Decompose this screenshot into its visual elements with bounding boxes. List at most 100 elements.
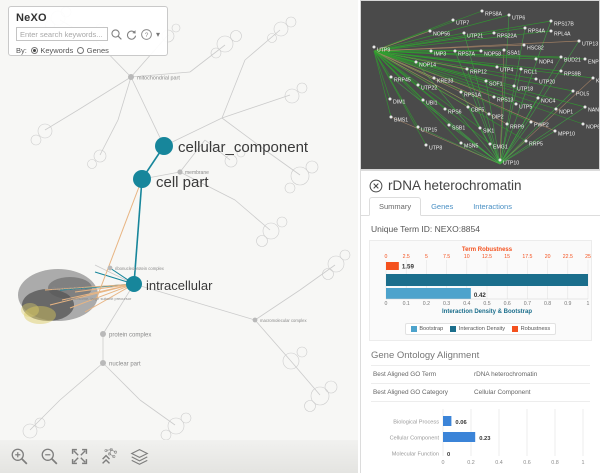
gene-label-utp22: UTP22 bbox=[421, 86, 437, 92]
gene-label-utp5: UTP5 bbox=[519, 105, 532, 111]
bottom-axis-tick: 0.3 bbox=[443, 301, 450, 307]
table-row: Best Aligned GO Category Cellular Compon… bbox=[371, 384, 590, 402]
node-intracellular[interactable] bbox=[126, 276, 142, 292]
search-row[interactable]: ? ▾ bbox=[16, 27, 160, 41]
help-icon[interactable]: ? bbox=[140, 28, 153, 41]
legend-swatch-robustness bbox=[512, 325, 519, 332]
gene-label-rrp5: RRP5 bbox=[529, 142, 543, 148]
go-bar-value: 0.23 bbox=[479, 436, 491, 442]
bottom-axis-tick: 0.6 bbox=[504, 301, 511, 307]
node-cell-part[interactable] bbox=[133, 170, 151, 188]
radio-keywords-dot[interactable] bbox=[30, 47, 38, 54]
layers-icon[interactable] bbox=[130, 447, 149, 466]
zoom-in-icon[interactable] bbox=[10, 447, 29, 466]
gene-label-nop1: NOP1 bbox=[559, 110, 573, 116]
gene-label-utp4: UTP4 bbox=[500, 68, 513, 74]
gene-label-nop56: NOP56 bbox=[433, 32, 450, 38]
gene-label-rps1a: RPS1A bbox=[464, 93, 482, 99]
gene-label-utp18: UTP18 bbox=[517, 87, 533, 93]
bottom-axis-label: Interaction Density & Bootstrap bbox=[442, 309, 532, 315]
network-graphic[interactable]: UTP9 RPS8A UTP6 UTP7 RPS17B NOP56 UTP21 RPS22A R… bbox=[361, 1, 599, 169]
gene-label-enp1: ENP1 bbox=[588, 60, 599, 66]
legend-label-bootstrap: Bootstrap bbox=[419, 325, 444, 332]
gene-label-ubi1: UBI1 bbox=[426, 101, 438, 107]
gene-label-sik1: SIK1 bbox=[483, 129, 494, 135]
bottom-axis-tick: 1 bbox=[587, 301, 590, 307]
gene-label-bms1: BMS1 bbox=[394, 118, 408, 124]
gene-label-ssb1: SSB1 bbox=[452, 126, 465, 132]
node-label-membrane: membrane bbox=[185, 170, 209, 176]
highlighted-nodes[interactable]: cellular_component cell part intracellul… bbox=[126, 137, 309, 293]
search-icon[interactable] bbox=[110, 28, 123, 41]
go-category-value: Cellular Component bbox=[474, 388, 531, 396]
gene-label-hsc82: HSC82 bbox=[527, 46, 544, 52]
gene-label-noc4: NOC4 bbox=[541, 99, 556, 105]
gene-label-utp6: UTP6 bbox=[512, 16, 525, 22]
node-label-intracellular: intracellular bbox=[146, 278, 213, 293]
gene-label-dim1: DIM1 bbox=[393, 100, 406, 106]
gene-label-utp21: UTP21 bbox=[467, 34, 483, 40]
top-axis-tick: 2.5 bbox=[403, 254, 410, 260]
top-axis-tick: 25 bbox=[585, 254, 591, 260]
network-nodes[interactable]: UTP9 RPS8A UTP6 UTP7 RPS17B NOP56 UTP21 RPS22A R… bbox=[372, 9, 600, 167]
gene-label-pol5: POL5 bbox=[576, 92, 589, 98]
gene-label-rps22a: RPS22A bbox=[497, 34, 517, 40]
gene-label-rps9b: RPS9B bbox=[564, 72, 582, 78]
go-alignment-title: Gene Ontology Alignment bbox=[371, 349, 480, 361]
bar-robustness bbox=[386, 261, 399, 270]
node-label-ribonucleoprotein-complex: ribonucleoprotein complex bbox=[115, 266, 165, 271]
table-row: Best Aligned GO Term rDNA heterochromati… bbox=[371, 366, 590, 384]
go-bar-cellular-component bbox=[443, 431, 476, 442]
go-category-label: Biological Process bbox=[393, 419, 439, 425]
robustness-chart-card: Term Robustness 0 2.5 5 7.5 10 12.5 15 17.5 20 22.… bbox=[369, 239, 592, 341]
search-input[interactable] bbox=[16, 27, 108, 41]
minor-nodes[interactable]: mitochondrial part membrane protein comp… bbox=[52, 74, 307, 368]
bottom-axis-tick: 0.7 bbox=[524, 301, 531, 307]
close-circle-icon[interactable] bbox=[369, 179, 383, 193]
top-axis-tick: 22.5 bbox=[563, 254, 573, 260]
gene-label-bud21: BUD21 bbox=[564, 58, 581, 64]
collapse-icon[interactable] bbox=[100, 447, 119, 466]
bottom-axis-tick: 0.4 bbox=[463, 301, 470, 307]
term-header: rDNA heterochromatin bbox=[361, 171, 600, 197]
go-category-label: Molecular Function bbox=[392, 451, 439, 457]
chart-title: Term Robustness bbox=[462, 247, 513, 253]
bar-value-robustness: 1.59 bbox=[402, 263, 415, 270]
gene-interaction-network[interactable]: UTP9 RPS8A UTP6 UTP7 RPS17B NOP56 UTP21 RPS22A R… bbox=[360, 0, 600, 170]
search-by-row[interactable]: By: Keywords Genes bbox=[16, 46, 160, 55]
caret-down-icon[interactable]: ▾ bbox=[155, 29, 160, 39]
gene-label-sof1: SOF1 bbox=[489, 82, 503, 88]
fit-screen-icon[interactable] bbox=[70, 447, 89, 466]
gene-label-rrp9: RRP9 bbox=[510, 125, 524, 131]
reset-icon[interactable] bbox=[125, 28, 138, 41]
node-label-cellular-component: cellular_component bbox=[178, 139, 309, 156]
gene-label-rrp45: RRP45 bbox=[394, 78, 411, 84]
gene-label-nop4: NOP4 bbox=[539, 60, 553, 66]
gene-label-nop14: NOP14 bbox=[419, 63, 436, 69]
gene-label-utp13: UTP13 bbox=[582, 42, 598, 48]
radio-genes[interactable]: Genes bbox=[77, 46, 109, 55]
gene-label-rpl4a: RPL4A bbox=[554, 32, 571, 38]
top-axis-tick: 15 bbox=[504, 254, 510, 260]
radio-keywords[interactable]: Keywords bbox=[30, 46, 73, 55]
gene-label-pwp2: PWP2 bbox=[534, 123, 549, 129]
ontology-tree-graphic[interactable]: mitochondrial part membrane protein comp… bbox=[0, 0, 358, 473]
go-axis-tick: 0.2 bbox=[467, 460, 475, 466]
ontology-tree-panel[interactable]: mitochondrial part membrane protein comp… bbox=[0, 0, 358, 473]
gene-label-nop58: NOP58 bbox=[484, 52, 501, 58]
gene-label-rcl1: RCL1 bbox=[524, 70, 537, 76]
tree-toolbar[interactable] bbox=[0, 440, 358, 473]
tab-bar[interactable]: Summary Genes Interactions bbox=[361, 197, 600, 216]
tab-summary[interactable]: Summary bbox=[369, 197, 422, 216]
radio-genes-dot[interactable] bbox=[77, 47, 85, 54]
tab-interactions[interactable]: Interactions bbox=[473, 202, 512, 211]
search-panel[interactable]: NeXO ? ▾ By: bbox=[8, 6, 168, 56]
gene-label-utp9: UTP9 bbox=[377, 48, 390, 54]
zoom-out-icon[interactable] bbox=[40, 447, 59, 466]
node-cellular-component[interactable] bbox=[155, 137, 173, 155]
top-axis-tick: 20 bbox=[545, 254, 551, 260]
gene-label-rps8a: RPS8A bbox=[485, 12, 503, 18]
tab-genes[interactable]: Genes bbox=[431, 202, 454, 211]
go-term-value: rDNA heterochromatin bbox=[474, 370, 538, 378]
bottom-axis-tick: 0.1 bbox=[403, 301, 410, 307]
